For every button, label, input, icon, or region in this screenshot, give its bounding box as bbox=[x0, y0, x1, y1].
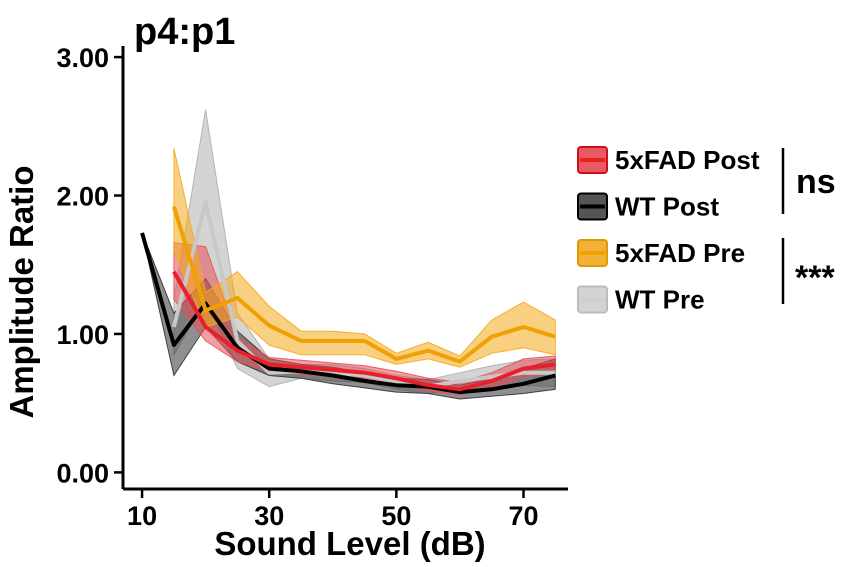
y-tick-label: 3.00 bbox=[56, 43, 109, 73]
y-tick-label: 1.00 bbox=[56, 320, 109, 350]
line-5xfad-post bbox=[172, 270, 556, 392]
y-ticks: 0.00 1.00 2.00 3.00 bbox=[56, 43, 123, 488]
band-5xfad-pre bbox=[173, 148, 556, 368]
ns-label: ns bbox=[796, 163, 836, 201]
legend-label-5xfad-post: 5xFAD Post bbox=[615, 145, 760, 175]
line-5xfad-pre bbox=[171, 206, 556, 364]
x-axis-title: Sound Level (dB) bbox=[214, 525, 485, 562]
x-ticks: 10 30 50 70 bbox=[127, 489, 539, 531]
x-tick-label: 10 bbox=[127, 501, 157, 531]
y-tick-label: 2.00 bbox=[56, 182, 109, 212]
legend-label-5xfad-pre: 5xFAD Pre bbox=[615, 238, 745, 268]
confidence-bands bbox=[141, 109, 556, 400]
y-tick-label: 0.00 bbox=[56, 458, 109, 488]
x-tick-label: 30 bbox=[254, 501, 284, 531]
x-tick-label: 50 bbox=[381, 501, 411, 531]
line-wt-post bbox=[140, 232, 556, 395]
legend-label-wt-post: WT Post bbox=[615, 192, 719, 222]
legend: 5xFAD Post WT Post 5xFAD Pre WT Pre bbox=[577, 145, 760, 315]
chart-title: p4:p1 bbox=[134, 11, 235, 53]
y-axis-title: Amplitude Ratio bbox=[3, 166, 40, 419]
x-tick-label: 70 bbox=[508, 501, 538, 531]
line-wt-pre bbox=[171, 200, 556, 389]
legend-label-wt-pre: WT Pre bbox=[615, 285, 705, 315]
significance-stars: *** bbox=[795, 259, 835, 297]
axes bbox=[121, 46, 568, 491]
significance-annotations: ns *** bbox=[781, 148, 836, 304]
series-lines bbox=[140, 200, 556, 395]
